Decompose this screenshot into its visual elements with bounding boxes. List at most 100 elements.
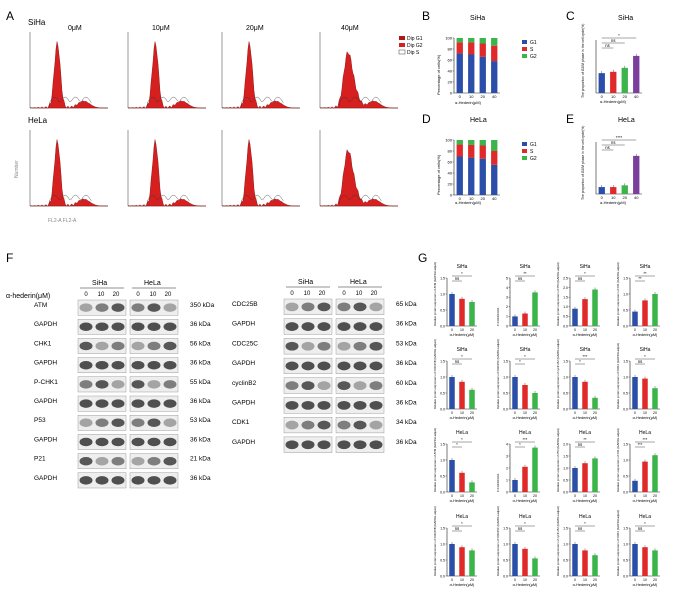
- hist-area: [127, 41, 207, 109]
- blot-band: [285, 440, 299, 450]
- right-protein-0: CDC25B: [232, 301, 258, 308]
- blot-band: [369, 400, 383, 410]
- g-chart-ylabel: P-CHK1/CHK1: [496, 473, 500, 492]
- x-tick-label: 20: [470, 328, 474, 332]
- blot-band: [317, 400, 331, 410]
- x-tick-label: 20: [481, 94, 486, 99]
- blot-band: [79, 303, 93, 312]
- histogram-0-1: [127, 32, 207, 109]
- sig-label: **: [523, 271, 527, 276]
- blot-band: [353, 341, 367, 351]
- x-tick-label: 0: [514, 494, 516, 498]
- legend-g2: Dip G2: [407, 43, 423, 49]
- bar-0: [449, 460, 455, 492]
- g-chart-11: HeLa Relative protein expression of P21 (…: [616, 428, 660, 503]
- y-tick-label: 40: [448, 68, 453, 73]
- blot-band: [163, 456, 177, 466]
- y-tick-label: 0.0: [563, 407, 568, 411]
- y-tick-label: 80: [448, 148, 453, 153]
- panel-a-dose-40: 40μM: [341, 25, 359, 32]
- right-kda-2: 53 kDa: [396, 340, 417, 347]
- blot-band: [317, 381, 331, 391]
- x-tick-label: 40: [634, 195, 639, 200]
- panel-f: F α-hederin(μM) SiHa 0 10 20 HeLa 0 10 20 ATM 350…: [6, 251, 417, 489]
- y-tick-label: 0.5: [440, 391, 445, 395]
- y-tick-label: 100: [445, 35, 452, 40]
- bar-0: [598, 73, 605, 93]
- g-chart-4: SiHa Relative protein expression of CDC25…: [433, 339, 477, 420]
- bar-10: [642, 547, 648, 576]
- right-protein-3: GAPDH: [232, 360, 255, 367]
- hist-area: [29, 139, 109, 207]
- bar-g1-0: [456, 53, 463, 93]
- blot-band: [317, 361, 331, 371]
- hist-area: [29, 41, 109, 109]
- blot-band: [285, 361, 299, 371]
- dose-label: 0: [290, 291, 294, 297]
- right-kda-1: 36 kDa: [396, 321, 417, 328]
- blot-band: [317, 302, 331, 312]
- right-kda-0: 65 kDa: [396, 301, 417, 308]
- g-chart-12: HeLa Relative protein expression of CDC25…: [433, 506, 477, 587]
- g-chart-ylabel: Relative protein expression of ATM (GAPD…: [433, 428, 437, 492]
- g-chart-title: HeLa: [639, 514, 651, 520]
- x-tick-label: 10: [583, 578, 587, 582]
- g-chart-5: SiHa Relative protein expression of CDC25…: [496, 339, 540, 420]
- g-chart-title: SiHa: [580, 264, 591, 270]
- dose-label: 20: [113, 292, 120, 298]
- blot-band: [369, 361, 383, 371]
- hist-area: [221, 41, 301, 109]
- x-tick-label: 0: [601, 94, 604, 99]
- blot-band: [301, 322, 315, 331]
- bar-20: [652, 294, 658, 326]
- blot-band: [95, 341, 109, 351]
- bar-g2-20: [479, 38, 486, 44]
- y-tick-label: 1.0: [623, 542, 628, 546]
- panel-g: G SiHa Relative protein expression of ATM…: [418, 251, 660, 587]
- blot-band: [337, 440, 351, 450]
- bar-s-20: [479, 145, 486, 159]
- sig-label: ns: [455, 526, 459, 531]
- blot-band: [285, 420, 299, 430]
- right-kda-4: 60 kDa: [396, 380, 417, 387]
- hist-s-phase-curve: [147, 96, 190, 106]
- histogram-1-0: [29, 130, 109, 207]
- y-tick-label: 2.5: [563, 276, 568, 280]
- g-chart-title: HeLa: [519, 430, 531, 436]
- panel-a: A SiHa HeLa 0μM 10μM 20μM 40μM Number FL…: [6, 9, 423, 224]
- sig-label: ns: [605, 43, 609, 48]
- y-tick-label: 3: [506, 454, 508, 458]
- y-tick-label: 1.5: [503, 526, 508, 530]
- y-tick-label: 0.5: [623, 474, 628, 478]
- blot-band: [285, 322, 299, 331]
- y-tick-label: 0.5: [503, 391, 508, 395]
- bar-10: [459, 472, 465, 492]
- blot-band: [353, 302, 367, 312]
- left-protein-4: P-CHK1: [34, 379, 58, 386]
- y-tick-label: 60: [448, 159, 453, 164]
- bar-20: [652, 388, 658, 409]
- y-tick-label: 0.5: [503, 558, 508, 562]
- y-tick-label: 4: [506, 286, 508, 290]
- g-chart-ylabel: Relative protein expression of cyclin B2…: [556, 506, 560, 576]
- x-tick-label: 0: [514, 578, 516, 582]
- sig-label: ns: [605, 145, 609, 150]
- x-tick-label: 0: [514, 411, 516, 415]
- blot-band: [317, 322, 331, 331]
- bar-20: [592, 289, 598, 326]
- x-tick-label: 20: [481, 196, 486, 201]
- bar-g1-10: [468, 54, 475, 93]
- y-tick-label: 20: [448, 181, 453, 186]
- bar-s-0: [456, 144, 463, 157]
- blot-band: [147, 380, 161, 389]
- y-tick-label: 0.5: [563, 315, 568, 319]
- y-tick-label: 2: [506, 466, 508, 470]
- y-tick-label: 1.0: [563, 542, 568, 546]
- x-tick-label: 10: [643, 411, 647, 415]
- sig-label: ns: [578, 526, 582, 531]
- sig-label: ***: [638, 442, 643, 447]
- blot-band: [95, 437, 109, 447]
- panel-b-letter: B: [422, 9, 430, 23]
